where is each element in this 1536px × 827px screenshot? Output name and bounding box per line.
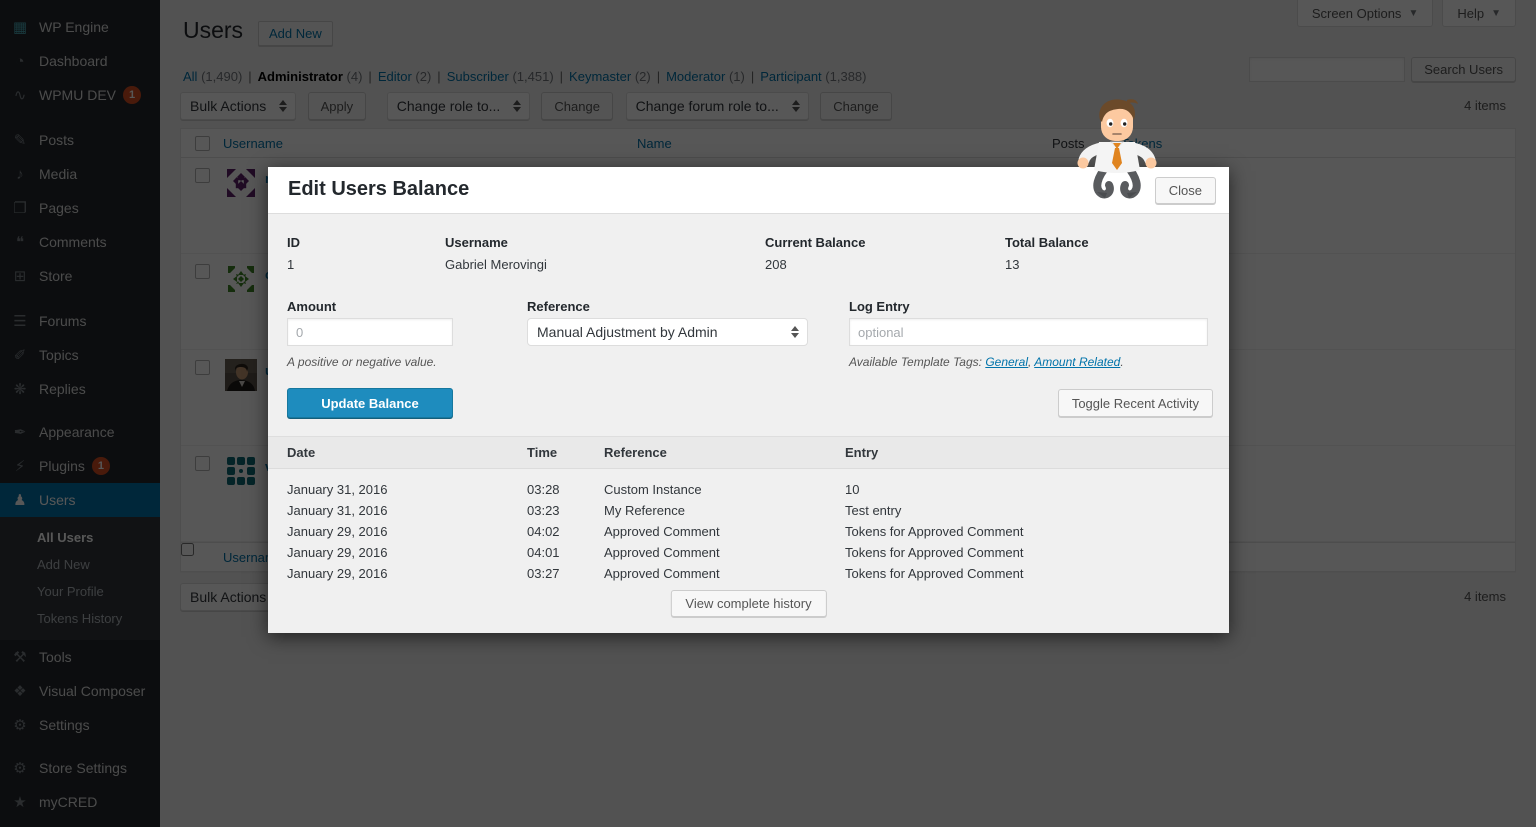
activity-reference: My Reference: [604, 503, 685, 518]
activity-header-entry: Entry: [845, 445, 879, 460]
log-entry-input[interactable]: [849, 318, 1208, 346]
amount-help-text: A positive or negative value.: [287, 355, 437, 369]
info-value: 1: [287, 257, 295, 272]
activity-header-date: Date: [287, 445, 316, 460]
general-tags-link[interactable]: General: [985, 355, 1029, 369]
activity-entry: Tokens for Approved Comment: [845, 524, 1024, 539]
modal-header: Edit Users Balance Close: [268, 167, 1229, 214]
log-entry-label: Log Entry: [849, 299, 910, 314]
view-complete-history-button[interactable]: View complete history: [670, 590, 827, 617]
activity-time: 03:27: [527, 566, 560, 581]
info-label: Current Balance: [765, 235, 866, 250]
activity-date: January 31, 2016: [287, 482, 388, 497]
activity-reference: Approved Comment: [604, 524, 720, 539]
info-label: Username: [445, 235, 508, 250]
info-total-balance: Total Balance 13: [1005, 235, 1089, 272]
edit-users-balance-modal: Edit Users Balance Close ID 1 Username G…: [268, 167, 1229, 633]
update-balance-button[interactable]: Update Balance: [287, 388, 453, 418]
info-current-balance: Current Balance 208: [765, 235, 865, 272]
activity-time: 04:02: [527, 524, 560, 539]
help-separator: ,: [1028, 355, 1035, 369]
activity-reference: Approved Comment: [604, 566, 720, 581]
activity-date: January 29, 2016: [287, 566, 388, 581]
activity-row: January 31, 2016 03:23 My Reference Test…: [268, 501, 1229, 522]
activity-date: January 29, 2016: [287, 545, 388, 560]
activity-time: 03:28: [527, 482, 560, 497]
amount-input[interactable]: [287, 318, 453, 346]
info-username: Username Gabriel Merovingi: [445, 235, 547, 272]
info-label: Total Balance: [1005, 235, 1089, 250]
amount-related-tags-link[interactable]: Amount Related: [1034, 355, 1121, 369]
help-prefix: Available Template Tags:: [849, 355, 986, 369]
activity-entry: Tokens for Approved Comment: [845, 566, 1024, 581]
select-arrows-icon: [791, 326, 799, 338]
activity-date: January 31, 2016: [287, 503, 388, 518]
activity-time: 04:01: [527, 545, 560, 560]
selected-option: Manual Adjustment by Admin: [537, 324, 718, 340]
modal-title: Edit Users Balance: [288, 178, 470, 200]
activity-table-rows: January 31, 2016 03:28 Custom Instance 1…: [268, 480, 1229, 585]
close-button[interactable]: Close: [1154, 177, 1216, 204]
activity-row: January 29, 2016 04:01 Approved Comment …: [268, 543, 1229, 564]
help-suffix: .: [1120, 355, 1124, 369]
activity-entry: 10: [845, 482, 860, 497]
reference-select[interactable]: Manual Adjustment by Admin: [527, 318, 808, 346]
reference-label: Reference: [527, 299, 590, 314]
info-value: Gabriel Merovingi: [445, 257, 547, 272]
activity-reference: Custom Instance: [604, 482, 702, 497]
activity-date: January 29, 2016: [287, 524, 388, 539]
mycred-mascot: [1077, 99, 1157, 199]
activity-table-header: Date Time Reference Entry: [268, 436, 1229, 469]
toggle-recent-activity-button[interactable]: Toggle Recent Activity: [1057, 389, 1213, 417]
info-label: ID: [287, 235, 300, 250]
activity-header-reference: Reference: [604, 445, 667, 460]
info-id: ID 1: [287, 235, 300, 272]
activity-time: 03:23: [527, 503, 560, 518]
log-entry-help-text: Available Template Tags: General, Amount…: [849, 355, 1124, 369]
amount-label: Amount: [287, 299, 337, 314]
activity-entry: Tokens for Approved Comment: [845, 545, 1024, 560]
info-value: 13: [1005, 257, 1020, 272]
info-value: 208: [765, 257, 787, 272]
activity-entry: Test entry: [845, 503, 902, 518]
activity-header-time: Time: [527, 445, 558, 460]
activity-row: January 31, 2016 03:28 Custom Instance 1…: [268, 480, 1229, 501]
activity-row: January 29, 2016 04:02 Approved Comment …: [268, 522, 1229, 543]
activity-row: January 29, 2016 03:27 Approved Comment …: [268, 564, 1229, 585]
activity-reference: Approved Comment: [604, 545, 720, 560]
